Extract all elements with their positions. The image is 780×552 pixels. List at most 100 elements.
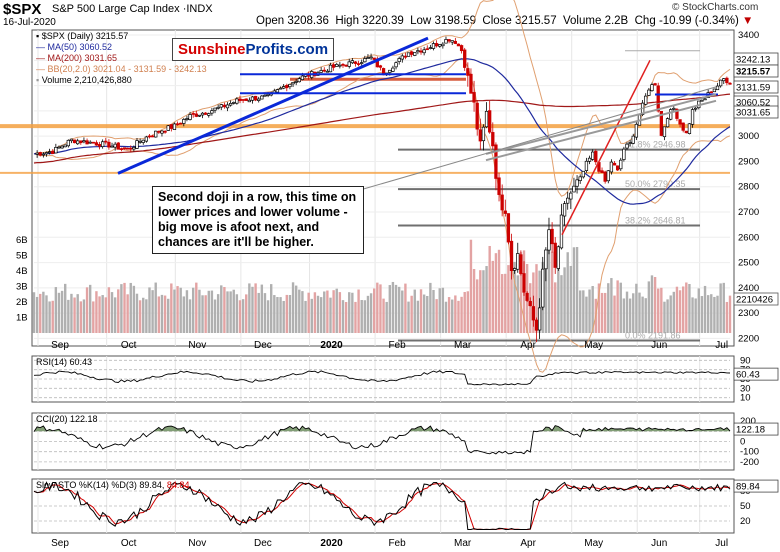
volume-bars (32, 239, 732, 333)
candle-down (463, 49, 467, 68)
legend-ma50-text: MA(50) 3060.52 (47, 42, 113, 52)
candle-up (182, 119, 186, 124)
month-label-bottom: 2020 (320, 538, 343, 549)
volume-bar (270, 284, 273, 333)
volume-bar (157, 296, 161, 333)
candle-up (101, 141, 105, 147)
volume-bar (388, 285, 392, 333)
candle-down (253, 95, 258, 101)
price-tick-label: 2200 (738, 333, 759, 344)
copyright[interactable]: © StockCharts.com (672, 2, 759, 13)
volume-bar (344, 301, 348, 333)
candle-up (200, 112, 205, 116)
volume-bar (557, 246, 560, 333)
volume-bar (678, 290, 682, 333)
volume-bar (700, 296, 704, 333)
candle-up (581, 170, 585, 178)
candle-up (325, 70, 330, 73)
rsi-tag-label: 60.43 (736, 370, 760, 381)
candle-down (656, 85, 660, 112)
volume-bar (585, 296, 588, 333)
low-label: Low (410, 15, 432, 27)
candle-up (300, 75, 305, 80)
price-tick-label: 2500 (738, 258, 759, 269)
candle-up (388, 69, 392, 73)
volume-bar (142, 297, 145, 333)
candle-up (47, 151, 52, 154)
sto-panel (31, 478, 735, 534)
legend-ma50: — MA(50) 3060.52 (36, 42, 113, 52)
volume-bar (616, 280, 619, 333)
volume-bar (438, 288, 441, 333)
volume-bar (710, 294, 713, 333)
month-label-price: Dec (254, 340, 272, 351)
candle-down (491, 132, 495, 147)
volume-bar (435, 299, 438, 333)
annotation-pointer (359, 86, 717, 191)
candle-up (166, 125, 170, 131)
month-label-price: 2020 (320, 340, 343, 351)
candle-down (410, 51, 414, 55)
volume-bar (722, 282, 725, 333)
candle-up (647, 89, 651, 96)
candle-down (494, 144, 498, 179)
volume-bar (120, 284, 123, 333)
candle-down (91, 141, 95, 144)
volume-bar (266, 300, 270, 333)
volume-bar (54, 287, 58, 333)
indicator-tick-label: 30 (740, 383, 751, 394)
fib-lines: 61.8% 2946.98 50.0% 2790.35 38.2% 2646.81 0… (398, 50, 700, 342)
candle-up (213, 107, 217, 111)
volume-bar (216, 294, 220, 333)
volume-bar (110, 292, 114, 333)
candle-down (725, 77, 729, 84)
grid (34, 30, 730, 533)
candle-up (537, 307, 542, 331)
volume-bar (560, 275, 563, 333)
candle-up (260, 95, 264, 100)
volume-bar (413, 289, 416, 333)
volume-bar (454, 295, 457, 333)
candle-down (469, 73, 473, 94)
indicator-tick-label: -100 (740, 447, 759, 458)
month-label-price: Jun (651, 340, 667, 351)
candle-up (644, 95, 648, 105)
candles (35, 36, 732, 343)
volume-bar (126, 294, 129, 333)
ma200-line (33, 93, 731, 164)
candle-up (662, 126, 667, 138)
price-tag-box (733, 64, 779, 78)
candle-down (684, 130, 688, 134)
candle-up (250, 96, 255, 101)
candle-down (531, 306, 536, 321)
volume-bar (42, 291, 45, 333)
candle-up (57, 146, 61, 149)
volume-bar (64, 283, 67, 333)
month-label-price: Feb (388, 340, 406, 351)
candle-down (72, 139, 77, 144)
candle-down (85, 140, 89, 145)
candle-up (76, 140, 80, 145)
volume-bar (554, 282, 557, 333)
candle-down (478, 129, 482, 142)
volume-bar (82, 299, 86, 333)
price-tag-box (733, 105, 779, 119)
volume-bar (132, 285, 136, 333)
candle-down (179, 122, 183, 125)
volume-bar (469, 239, 473, 333)
candle-down (285, 84, 289, 89)
month-label-bottom: Oct (121, 538, 137, 549)
volume-bar (485, 266, 488, 333)
candle-up (416, 50, 420, 53)
candle-down (353, 61, 358, 64)
volume-bar (613, 295, 616, 333)
volume-bar (129, 282, 132, 333)
volume-bar (79, 301, 83, 333)
candle-down (419, 50, 423, 53)
legend-main-text: $SPX (Daily) 3215.57 (41, 31, 129, 41)
legend-volume-swatch: ▪ (36, 75, 40, 85)
candle-down (129, 147, 133, 150)
volume-bar (475, 279, 479, 333)
candle-up (138, 140, 142, 143)
trend-lines (117, 36, 718, 236)
